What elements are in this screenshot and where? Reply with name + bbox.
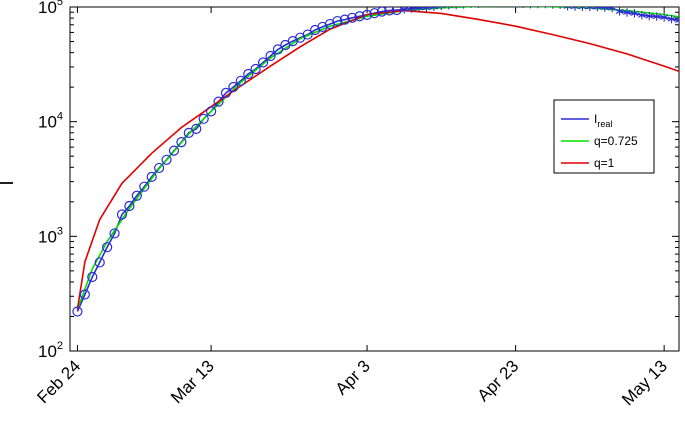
- ireal-point: [302, 29, 313, 40]
- y-tick-label: 102: [38, 340, 63, 361]
- x-tick-label: Feb 24: [33, 356, 84, 407]
- y-tick-label: 103: [38, 225, 63, 246]
- ireal-point: [630, 9, 639, 18]
- ireal-point: [391, 7, 402, 16]
- ireal-point: [198, 113, 209, 124]
- ireal-point: [257, 57, 269, 68]
- ireal-point: [645, 11, 654, 21]
- ireal-point: [571, 7, 579, 11]
- ireal-point: [563, 7, 572, 11]
- legend: Ireal q=0.725 q=1: [553, 99, 655, 174]
- ireal-point: [660, 13, 669, 22]
- ireal-point: [437, 7, 446, 11]
- ireal-point: [637, 11, 646, 20]
- ireal-point: [608, 7, 617, 13]
- ireal-point: [109, 228, 120, 239]
- ireal-point: [206, 106, 217, 117]
- ireal-point: [124, 200, 135, 212]
- ireal-point: [347, 12, 358, 23]
- ireal-point: [492, 7, 494, 8]
- ireal-point: [463, 7, 465, 9]
- ireal-point: [94, 257, 105, 268]
- ireal-point: [452, 7, 460, 10]
- ireal-point: [369, 8, 380, 19]
- ireal-point: [154, 162, 165, 174]
- ireal-point: [615, 7, 624, 16]
- ireal-point: [87, 271, 98, 283]
- plot-frame: [69, 6, 680, 352]
- series-q1-line: [76, 9, 679, 310]
- ireal-point: [507, 7, 509, 8]
- legend-label-q1: q=1: [594, 156, 615, 170]
- ireal-point: [131, 190, 142, 201]
- ireal-point: [623, 8, 631, 17]
- ireal-point: [600, 7, 609, 12]
- y-tick-label: 105: [38, 0, 63, 17]
- ireal-point: [139, 181, 150, 192]
- ireal-point: [191, 123, 202, 134]
- ireal-point: [228, 81, 239, 93]
- ireal-point: [72, 306, 83, 317]
- y-axis-title: I: [0, 180, 18, 185]
- ireal-point: [102, 242, 113, 253]
- ireal-point: [265, 50, 276, 62]
- ireal-point: [161, 154, 172, 165]
- ireal-point: [415, 7, 423, 13]
- ireal-point: [578, 7, 587, 11]
- legend-label-q0725: q=0.725: [594, 134, 638, 148]
- legend-label-ireal-main: I: [594, 112, 597, 126]
- ireal-point: [168, 145, 180, 156]
- ireal-point: [485, 7, 487, 8]
- x-tick-label: May 13: [618, 356, 671, 409]
- ireal-point: [361, 9, 373, 20]
- y-tick-label: 104: [38, 111, 63, 132]
- series-layer: [72, 7, 679, 317]
- x-tick-label: Apr 3: [332, 356, 374, 398]
- ireal-point: [376, 7, 388, 17]
- ireal-point: [422, 7, 431, 12]
- legend-box: [553, 99, 655, 174]
- ireal-point: [585, 7, 594, 12]
- ireal-point: [652, 12, 661, 21]
- ireal-point: [407, 7, 416, 13]
- ireal-point: [430, 7, 438, 12]
- ireal-point: [593, 7, 602, 12]
- legend-label-ireal-sub: real: [597, 119, 612, 129]
- ireal-point: [317, 21, 328, 33]
- x-tick-label: Apr 23: [474, 356, 523, 405]
- ireal-point: [400, 7, 409, 14]
- ireal-point: [146, 171, 157, 182]
- y-axis: 102 103 104 105: [38, 0, 679, 361]
- ireal-point: [675, 16, 679, 25]
- ireal-point: [235, 75, 246, 86]
- ireal-point: [272, 44, 284, 55]
- x-tick-label: Mar 13: [167, 356, 218, 407]
- ireal-point: [243, 68, 254, 80]
- ireal-point: [220, 87, 232, 98]
- ireal-point: [549, 7, 557, 9]
- ireal-point: [384, 7, 395, 16]
- ireal-point: [444, 7, 453, 10]
- plot-area: Feb 24 Mar 13 Apr 3 Apr 23 May 13 1021031041…: [33, 0, 680, 409]
- ireal-point: [79, 289, 90, 300]
- ireal-point: [332, 15, 343, 27]
- ireal-point: [176, 137, 187, 148]
- legend-label-ireal: Ireal: [594, 112, 612, 129]
- ireal-point: [354, 11, 365, 22]
- ireal-point: [667, 14, 676, 24]
- ireal-point: [250, 63, 261, 75]
- ireal-point: [500, 7, 502, 8]
- ireal-point: [556, 7, 564, 9]
- ireal-point: [213, 96, 224, 107]
- ireal-point: [116, 209, 128, 220]
- ireal-point: [339, 14, 350, 25]
